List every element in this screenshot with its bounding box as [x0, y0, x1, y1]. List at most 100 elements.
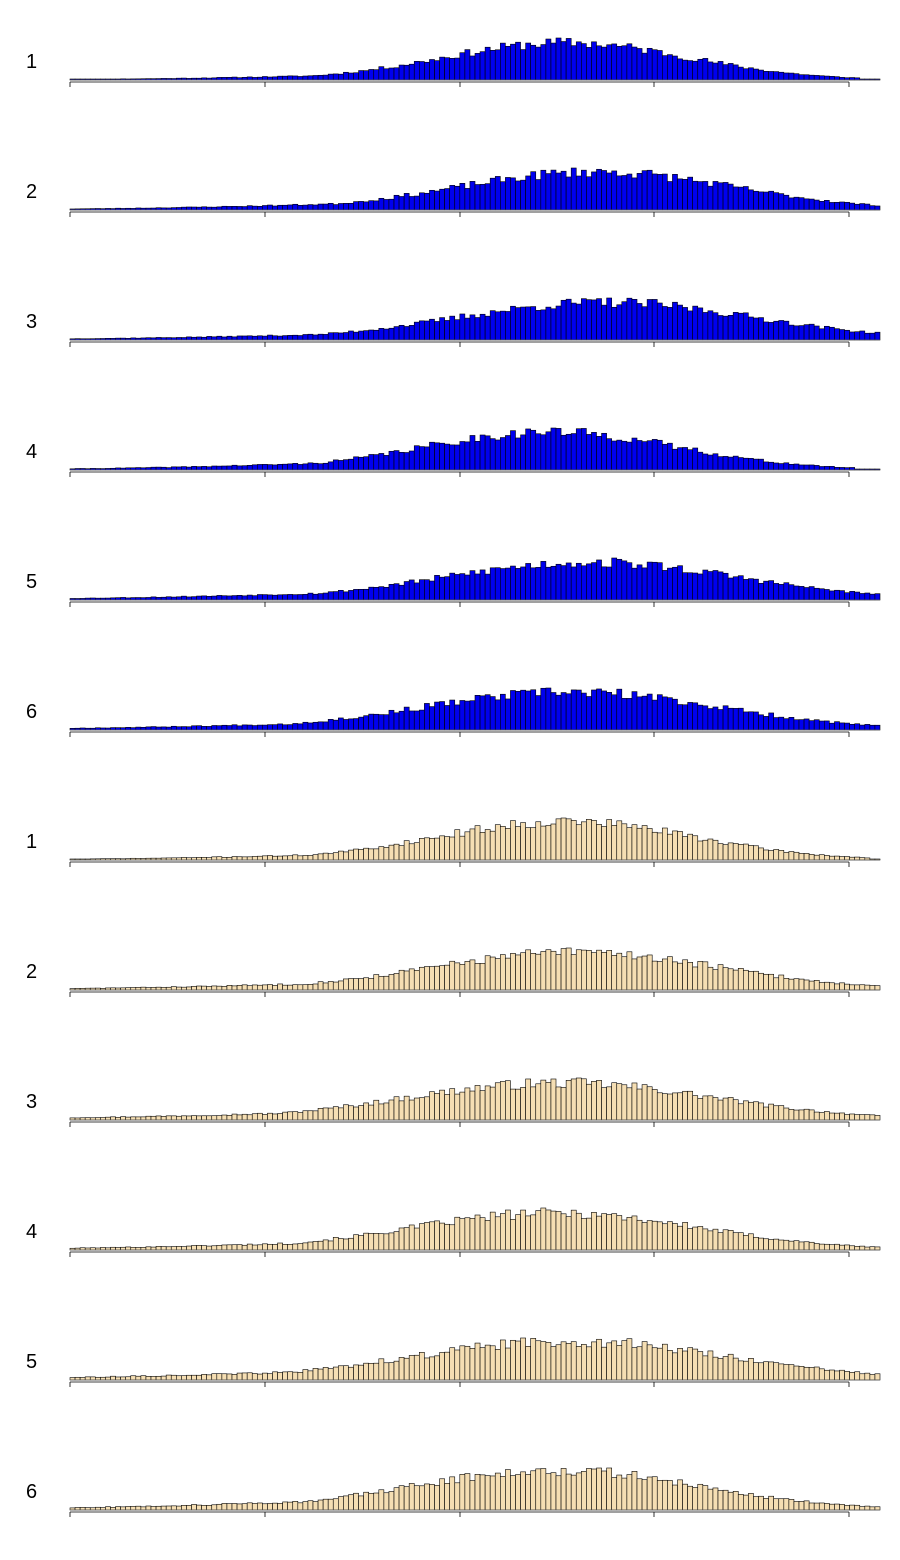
histogram-bar	[768, 71, 774, 81]
histogram-bar	[692, 60, 699, 81]
histogram-bar	[449, 1224, 456, 1251]
histogram-bar	[424, 446, 430, 471]
histogram-bar	[535, 433, 542, 471]
histogram-bar	[160, 1116, 167, 1121]
histogram-bar	[489, 956, 496, 991]
histogram-bar	[727, 63, 734, 81]
histogram-bar	[429, 837, 435, 861]
histogram-bar	[343, 1238, 349, 1251]
histogram-bar	[646, 1344, 653, 1381]
histogram-bar	[560, 692, 567, 731]
histogram-bar	[241, 206, 248, 211]
histogram-bar	[282, 75, 288, 81]
histogram-bar	[100, 1376, 106, 1381]
histogram-bar	[150, 466, 157, 471]
histogram-bar	[768, 1239, 774, 1251]
histogram-bar	[798, 464, 805, 471]
histogram-bar	[272, 205, 278, 211]
histogram-bar	[494, 311, 501, 341]
histogram-bar	[145, 1246, 152, 1251]
histogram-bar	[479, 569, 486, 601]
histogram-bar	[211, 856, 218, 861]
histogram-bar	[474, 53, 481, 81]
histogram-bar	[459, 1345, 466, 1381]
histogram-bar	[672, 1484, 678, 1511]
histogram-bar	[803, 74, 810, 81]
histogram-bar	[581, 298, 587, 341]
histogram-bar	[596, 1338, 602, 1381]
histogram-bar	[591, 171, 597, 211]
histogram-bar	[186, 336, 192, 341]
histogram-bar	[682, 1090, 688, 1121]
histogram-bar	[155, 1375, 162, 1381]
histogram-bar	[444, 1094, 450, 1121]
histogram-bar	[530, 1470, 537, 1511]
histogram-bar	[459, 313, 466, 341]
histogram-bar	[682, 447, 688, 471]
histogram-bar	[586, 1217, 592, 1251]
histogram-bar	[575, 1077, 582, 1121]
histogram-bar	[641, 567, 648, 601]
histogram-bar	[272, 855, 278, 861]
histogram-bar	[601, 432, 607, 471]
histogram-bar	[687, 1228, 693, 1251]
histogram-bar	[656, 694, 663, 731]
histogram-bar	[844, 722, 850, 731]
histogram-bar	[570, 1078, 577, 1121]
histogram-bar	[712, 62, 719, 81]
histogram-bar	[267, 464, 273, 471]
histogram-bar	[419, 1352, 425, 1381]
histogram-bar	[444, 964, 450, 991]
histogram-bar	[778, 71, 785, 81]
histogram-bar	[545, 38, 552, 81]
histogram-bar	[575, 824, 582, 861]
histogram-bar	[813, 1111, 820, 1121]
histogram-bar	[869, 593, 876, 601]
histogram-bar	[662, 1223, 668, 1251]
histogram-bar	[368, 69, 375, 81]
histogram-bar	[170, 1115, 177, 1121]
histogram-bar	[570, 954, 577, 991]
histogram-bar	[834, 1370, 840, 1381]
histogram-bar	[160, 726, 167, 731]
histogram-bar	[105, 1506, 111, 1511]
histogram-bar	[221, 205, 228, 211]
histogram-bar	[373, 329, 380, 341]
histogram-bar	[646, 47, 653, 81]
histogram-bar	[368, 848, 375, 861]
histogram-bar	[793, 73, 800, 81]
histogram-bar	[722, 705, 729, 731]
histogram-bar	[732, 576, 739, 601]
histogram-bar	[317, 1240, 324, 1251]
histogram-bar	[525, 175, 531, 211]
histogram-bar	[874, 985, 881, 991]
histogram-bar	[479, 1347, 486, 1381]
histogram-bar	[763, 849, 769, 861]
histogram-bar	[758, 1362, 764, 1381]
histogram-bar	[287, 335, 294, 341]
histogram-bar	[312, 593, 319, 601]
histogram-bar	[191, 1504, 197, 1511]
histogram-bar	[651, 960, 658, 991]
histogram-bar	[236, 1114, 243, 1121]
histogram-bar	[231, 856, 238, 861]
histogram-bar	[793, 1240, 800, 1251]
histogram-bar	[434, 60, 440, 81]
histogram-bar	[626, 1087, 633, 1121]
histogram-bar	[191, 1374, 197, 1381]
histogram-bar	[105, 1376, 111, 1381]
histogram-bar	[211, 206, 218, 211]
histogram-bar	[732, 1357, 739, 1381]
histogram-bar	[358, 330, 364, 341]
histogram-bar	[535, 179, 542, 211]
histogram-bar	[292, 723, 299, 731]
histogram-bar	[403, 1486, 410, 1511]
histogram-bar	[241, 984, 248, 991]
histogram-bar	[677, 178, 683, 211]
histogram-bar	[277, 983, 283, 991]
histogram-bar	[226, 1115, 233, 1121]
histogram-bar	[788, 717, 795, 731]
histogram-bar	[246, 335, 253, 341]
histogram-bar	[596, 298, 602, 341]
histogram-bar	[241, 856, 248, 861]
